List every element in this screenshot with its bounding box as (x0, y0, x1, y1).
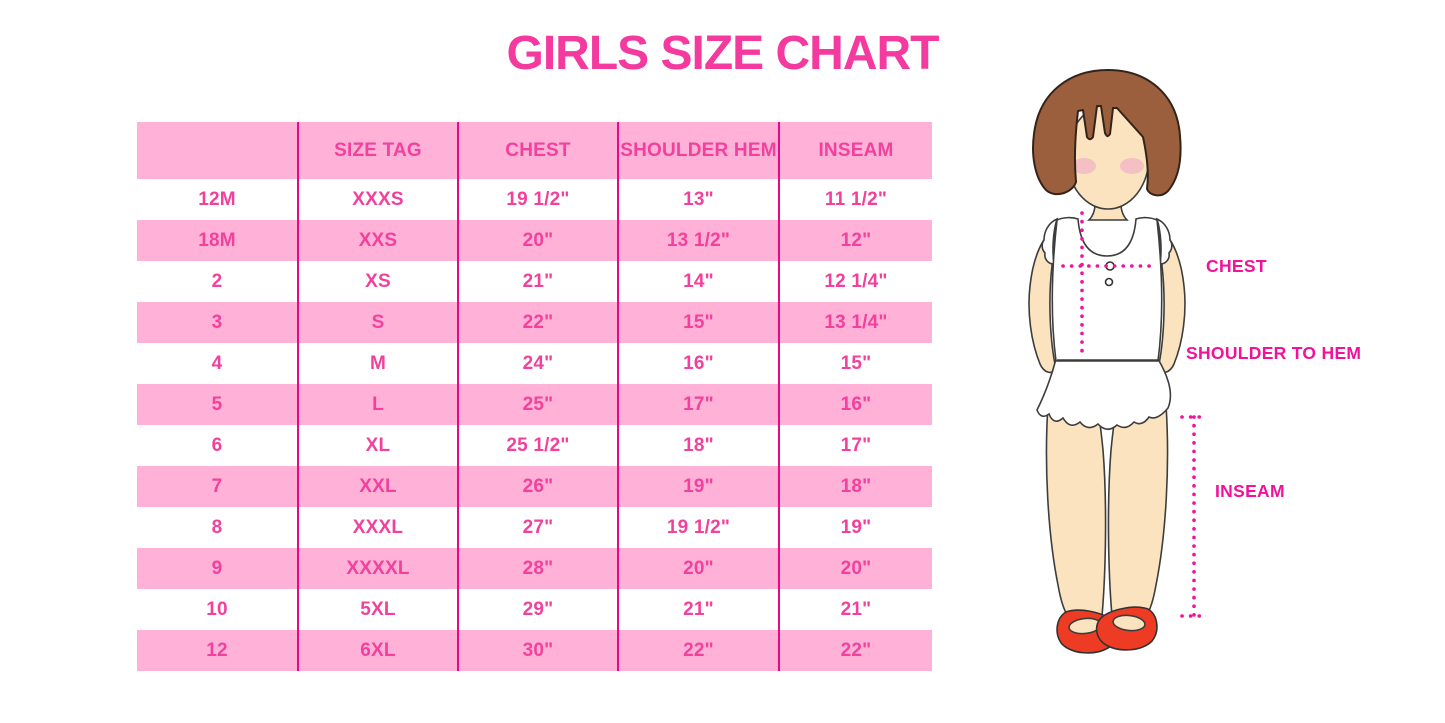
shoulder-to-hem-label: SHOULDER TO HEM (1186, 343, 1361, 363)
table-row: 4 M 24" 16" 15" (137, 343, 932, 384)
measurement-cell: XXL (297, 466, 457, 507)
table-row: 2 XS 21" 14" 12 1/4" (137, 261, 932, 302)
measurement-cell: 30" (457, 630, 617, 671)
table-row: 10 5XL 29" 21" 21" (137, 589, 932, 630)
measurement-cell: 29" (457, 589, 617, 630)
measurement-guides: CHEST SHOULDER TO HEM INSEAM (1061, 211, 1361, 618)
measurement-cell: 22" (778, 630, 932, 671)
table-row: 12 6XL 30" 22" 22" (137, 630, 932, 671)
measurement-cell: 5XL (297, 589, 457, 630)
measurement-cell: 14" (617, 261, 778, 302)
measurement-cell: 28" (457, 548, 617, 589)
measurement-cell: 17" (778, 425, 932, 466)
measurement-cell: XS (297, 261, 457, 302)
measurement-cell: XXXXL (297, 548, 457, 589)
measurement-cell: 15" (617, 302, 778, 343)
girl-head (1032, 69, 1182, 221)
measurement-cell: 13 1/2" (617, 220, 778, 261)
measurement-cell: 25" (457, 384, 617, 425)
measurement-cell: 19 1/2" (457, 179, 617, 220)
measurement-cell: 6XL (297, 630, 457, 671)
girl-legs (1045, 404, 1169, 617)
measurement-cell: 26" (457, 466, 617, 507)
measurement-cell: 19" (778, 507, 932, 548)
measurement-cell: S (297, 302, 457, 343)
dress-bodice (1051, 216, 1163, 362)
chest-label: CHEST (1206, 256, 1267, 276)
column-header-1: SIZE TAG (297, 122, 457, 179)
measurement-cell: 18" (778, 466, 932, 507)
size-label-cell: 7 (211, 475, 223, 497)
measurement-cell: 20" (778, 548, 932, 589)
column-header-2: CHEST (457, 122, 617, 179)
measurement-cell: XXXL (297, 507, 457, 548)
size-label-cell: 10 (206, 598, 228, 620)
column-header-0 (137, 122, 297, 179)
measurement-cell: 17" (617, 384, 778, 425)
measurement-cell: 22" (617, 630, 778, 671)
size-label-cell: 9 (211, 557, 223, 579)
measurement-cell: 24" (457, 343, 617, 384)
size-label-cell: 4 (211, 352, 223, 374)
dress-ruffle-left (1041, 217, 1059, 265)
page-title: GIRLS SIZE CHART (506, 27, 939, 80)
girl-hair (1032, 69, 1182, 197)
table-row: 9 XXXXL 28" 20" 20" (137, 548, 932, 589)
table-row: 8 XXXL 27" 19 1/2" 19" (137, 507, 932, 548)
table-row: 3 S 22" 15" 13 1/4" (137, 302, 932, 343)
girl-arms (1028, 226, 1186, 374)
girl-blush-right (1120, 158, 1144, 174)
measurement-cell: 21" (457, 261, 617, 302)
measurement-cell: 22" (457, 302, 617, 343)
table-header-row: SIZE TAG CHEST SHOULDER HEM INSEAM (137, 122, 932, 179)
girl-dress (1036, 216, 1173, 431)
size-label-cell: 12 (206, 639, 228, 661)
size-label-cell: 6 (211, 434, 223, 456)
measurement-cell: XXS (297, 220, 457, 261)
measurement-cell: L (297, 384, 457, 425)
measurement-cell: 19" (617, 466, 778, 507)
measurement-cell: 20" (457, 220, 617, 261)
size-label-cell: 12M (198, 188, 236, 210)
measurement-cell: 11 1/2" (778, 179, 932, 220)
measurement-cell: 19 1/2" (617, 507, 778, 548)
measurement-cell: 18" (617, 425, 778, 466)
measurement-cell: 12" (778, 220, 932, 261)
measurement-cell: 12 1/4" (778, 261, 932, 302)
measurement-cell: XXXS (297, 179, 457, 220)
table-row: 18M XXS 20" 13 1/2" 12" (137, 220, 932, 261)
measurement-cell: XL (297, 425, 457, 466)
size-chart-table: SIZE TAG CHEST SHOULDER HEM INSEAM 12M XXXS 19… (137, 122, 932, 671)
measurement-cell: M (297, 343, 457, 384)
measurement-cell: 20" (617, 548, 778, 589)
girl-measurement-diagram: CHEST SHOULDER TO HEM INSEAM (1028, 69, 1361, 654)
dress-ruffle-right (1155, 217, 1173, 265)
measurement-cell: 16" (778, 384, 932, 425)
measurement-cell: 15" (778, 343, 932, 384)
column-header-4: INSEAM (778, 122, 932, 179)
size-label-cell: 2 (211, 270, 223, 292)
measurement-cell: 27" (457, 507, 617, 548)
measurement-cell: 13" (617, 179, 778, 220)
size-label-cell: 18M (198, 229, 236, 251)
table-row: 6 XL 25 1/2" 18" 17" (137, 425, 932, 466)
inseam-label: INSEAM (1215, 481, 1285, 501)
table-row: 7 XXL 26" 19" 18" (137, 466, 932, 507)
dress-button-bottom (1104, 277, 1114, 287)
size-label-cell: 3 (211, 311, 223, 333)
girl-blush-left (1072, 158, 1096, 174)
measurement-cell: 16" (617, 343, 778, 384)
measurement-cell: 21" (778, 589, 932, 630)
table-row: 12M XXXS 19 1/2" 13" 11 1/2" (137, 179, 932, 220)
column-header-3: SHOULDER HEM (617, 122, 778, 179)
measurement-cell: 13 1/4" (778, 302, 932, 343)
size-label-cell: 8 (211, 516, 223, 538)
girl-red-shoes (1056, 606, 1158, 654)
measurement-cell: 21" (617, 589, 778, 630)
dress-skirt (1036, 358, 1172, 431)
size-label-cell: 5 (211, 393, 223, 415)
measurement-cell: 25 1/2" (457, 425, 617, 466)
table-row: 5 L 25" 17" 16" (137, 384, 932, 425)
